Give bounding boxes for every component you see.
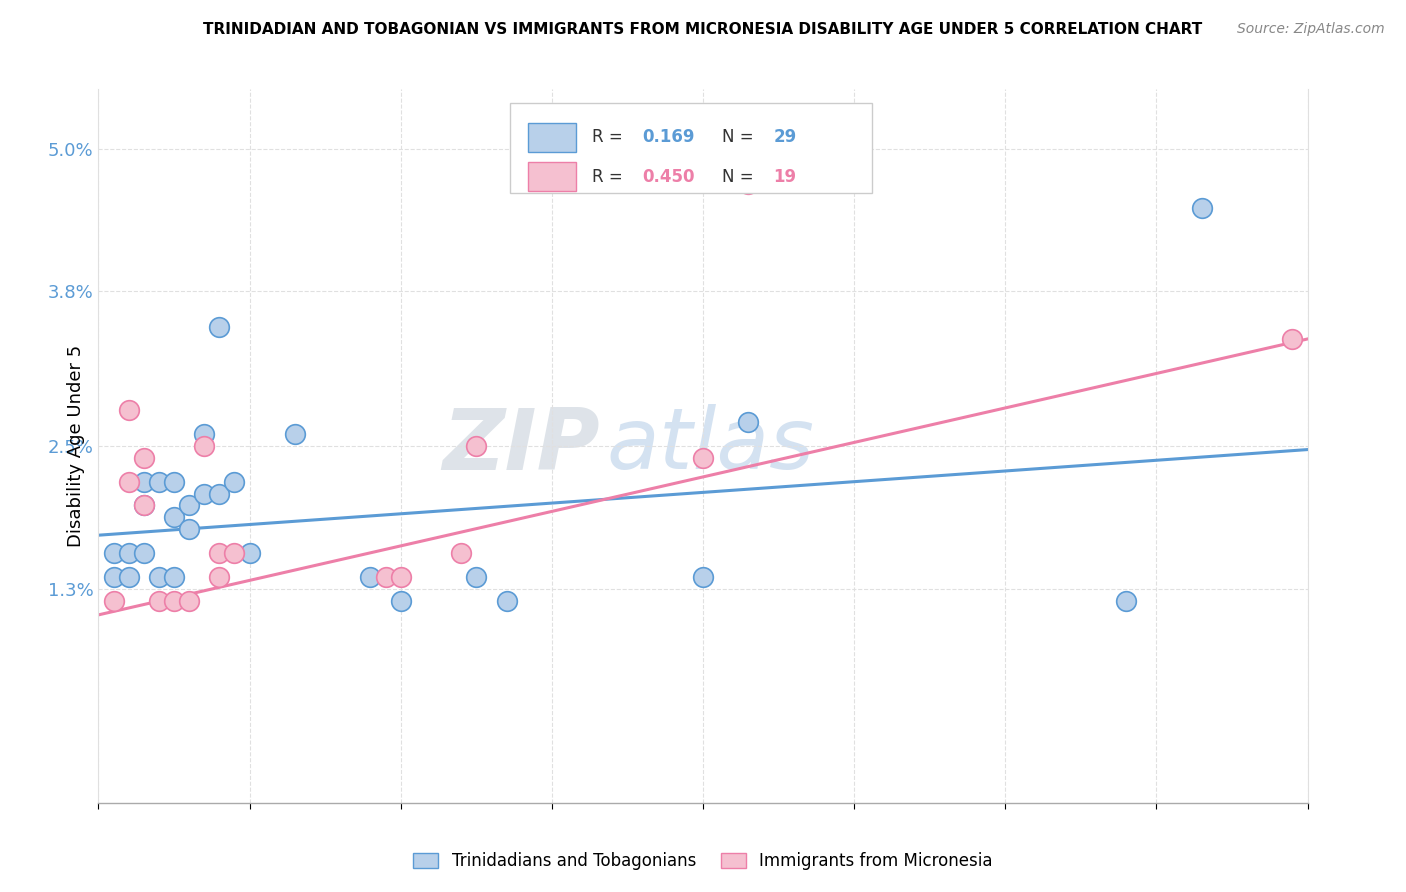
Point: [148, 475, 170, 489]
Point: [450, 546, 472, 560]
Point: [193, 439, 215, 453]
Point: [284, 427, 307, 442]
Point: [208, 570, 231, 584]
Point: [692, 450, 714, 465]
Point: [465, 570, 488, 584]
Text: TRINIDADIAN AND TOBAGONIAN VS IMMIGRANTS FROM MICRONESIA DISABILITY AGE UNDER 5 : TRINIDADIAN AND TOBAGONIAN VS IMMIGRANTS…: [204, 22, 1202, 37]
Y-axis label: Disability Age Under 5: Disability Age Under 5: [66, 345, 84, 547]
Point: [132, 499, 155, 513]
Point: [103, 570, 125, 584]
Point: [389, 570, 412, 584]
Point: [360, 570, 382, 584]
Point: [118, 570, 141, 584]
Text: N =: N =: [723, 128, 759, 146]
Point: [1281, 332, 1303, 346]
Text: R =: R =: [592, 128, 627, 146]
Text: atlas: atlas: [606, 404, 814, 488]
Point: [737, 178, 759, 192]
Text: 29: 29: [773, 128, 796, 146]
Point: [208, 546, 231, 560]
Point: [737, 415, 759, 429]
Point: [163, 593, 186, 607]
Legend: Trinidadians and Tobagonians, Immigrants from Micronesia: Trinidadians and Tobagonians, Immigrants…: [406, 846, 1000, 877]
Point: [118, 475, 141, 489]
Text: R =: R =: [592, 168, 627, 186]
Text: ZIP: ZIP: [443, 404, 600, 488]
Point: [239, 546, 262, 560]
FancyBboxPatch shape: [527, 162, 576, 191]
Point: [163, 475, 186, 489]
Point: [692, 570, 714, 584]
Point: [132, 546, 155, 560]
Point: [118, 546, 141, 560]
Text: 0.450: 0.450: [643, 168, 695, 186]
Text: 0.169: 0.169: [643, 128, 695, 146]
Point: [148, 593, 170, 607]
Point: [208, 486, 231, 500]
Point: [495, 593, 517, 607]
Point: [103, 546, 125, 560]
FancyBboxPatch shape: [527, 123, 576, 152]
Point: [179, 593, 201, 607]
Point: [224, 475, 246, 489]
Point: [374, 570, 396, 584]
Point: [193, 486, 215, 500]
Point: [208, 320, 231, 334]
Point: [148, 570, 170, 584]
Point: [1191, 201, 1213, 215]
Point: [132, 450, 155, 465]
Text: N =: N =: [723, 168, 759, 186]
Point: [193, 427, 215, 442]
Point: [1115, 593, 1137, 607]
Point: [132, 499, 155, 513]
Point: [163, 510, 186, 524]
Point: [465, 439, 488, 453]
Point: [224, 546, 246, 560]
FancyBboxPatch shape: [509, 103, 872, 193]
Point: [179, 522, 201, 536]
Text: Source: ZipAtlas.com: Source: ZipAtlas.com: [1237, 22, 1385, 37]
Point: [118, 403, 141, 417]
Point: [389, 593, 412, 607]
Point: [163, 570, 186, 584]
Text: 19: 19: [773, 168, 796, 186]
Point: [103, 593, 125, 607]
Point: [132, 475, 155, 489]
Point: [179, 499, 201, 513]
